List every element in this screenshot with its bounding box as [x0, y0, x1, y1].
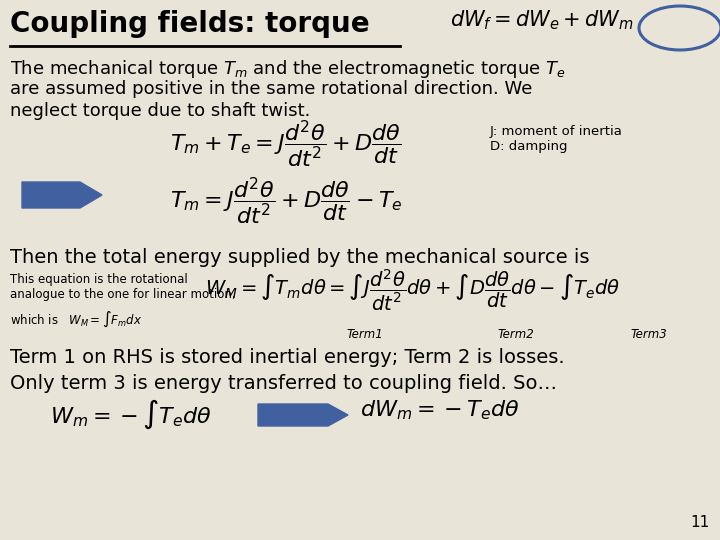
- Text: Only term 3 is energy transferred to coupling field. So…: Only term 3 is energy transferred to cou…: [10, 374, 557, 393]
- Text: which is   $W_M = \int F_m dx$: which is $W_M = \int F_m dx$: [10, 310, 143, 329]
- Text: Term1: Term1: [346, 328, 383, 341]
- FancyArrow shape: [22, 182, 102, 208]
- Text: The mechanical torque $T_m$ and the electromagnetic torque $T_e$: The mechanical torque $T_m$ and the elec…: [10, 58, 566, 80]
- Text: neglect torque due to shaft twist.: neglect torque due to shaft twist.: [10, 102, 310, 120]
- Text: J: moment of inertia
D: damping: J: moment of inertia D: damping: [490, 125, 623, 153]
- Text: are assumed positive in the same rotational direction. We: are assumed positive in the same rotatio…: [10, 80, 532, 98]
- Text: Term 1 on RHS is stored inertial energy; Term 2 is losses.: Term 1 on RHS is stored inertial energy;…: [10, 348, 564, 367]
- Text: Coupling fields: torque: Coupling fields: torque: [10, 10, 369, 38]
- Text: $T_m = J\dfrac{d^2\theta}{dt^2} + D\dfrac{d\theta}{dt} - T_e$: $T_m = J\dfrac{d^2\theta}{dt^2} + D\dfra…: [170, 175, 402, 227]
- Text: This equation is the rotational
analogue to the one for linear motion,: This equation is the rotational analogue…: [10, 273, 235, 301]
- FancyArrow shape: [258, 404, 348, 426]
- Text: $T_m + T_e = J\dfrac{d^2\theta}{dt^2} + D\dfrac{d\theta}{dt}$: $T_m + T_e = J\dfrac{d^2\theta}{dt^2} + …: [170, 118, 401, 170]
- Text: $W_m = -\int T_e d\theta$: $W_m = -\int T_e d\theta$: [50, 398, 212, 431]
- Text: Then the total energy supplied by the mechanical source is: Then the total energy supplied by the me…: [10, 248, 590, 267]
- Text: $dW_m = -T_e d\theta$: $dW_m = -T_e d\theta$: [360, 398, 520, 422]
- Text: $dW_f = dW_e + dW_m$: $dW_f = dW_e + dW_m$: [450, 8, 634, 32]
- Text: $W_M = \int T_m d\theta = \int J\dfrac{d^2\theta}{dt^2}d\theta + \int D\dfrac{d\: $W_M = \int T_m d\theta = \int J\dfrac{d…: [205, 268, 620, 314]
- Text: Term3: Term3: [631, 328, 667, 341]
- Text: 11: 11: [690, 515, 710, 530]
- Text: Term2: Term2: [498, 328, 534, 341]
